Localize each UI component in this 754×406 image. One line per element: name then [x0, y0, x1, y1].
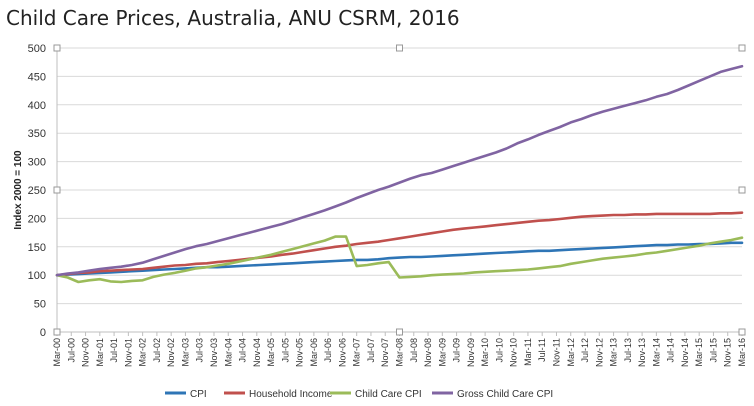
x-tick-label: Nov-05: [295, 338, 305, 367]
x-tick-label: Jul-13: [623, 338, 633, 363]
x-tick-label: Mar-09: [437, 338, 447, 367]
x-tick-label: Mar-04: [223, 338, 233, 367]
series-line-cpi: [55, 241, 744, 277]
x-tick-label: Mar-07: [352, 338, 362, 367]
x-tick-label: Jul-06: [323, 338, 333, 363]
x-tick-label: Mar-13: [609, 338, 619, 367]
x-tick-label: Mar-14: [651, 338, 661, 367]
x-tick-label: Mar-08: [395, 338, 405, 367]
y-tick-label: 50: [34, 299, 46, 311]
y-tick-label: 300: [28, 157, 46, 169]
x-tick-label: Jul-02: [152, 338, 162, 363]
y-tick-label: 350: [28, 128, 46, 140]
legend-label: Household Income: [249, 389, 333, 400]
legend-label: Child Care CPI: [355, 389, 422, 400]
tick-labels: 0 50 100 150 200 250 300 350 400 450 500 Index 2000…: [13, 43, 747, 367]
series-line-child-care-cpi: [55, 235, 744, 284]
resize-handle[interactable]: [396, 328, 403, 336]
y-axis-label: Index 2000 = 100: [13, 150, 24, 230]
x-tick-label: Mar-01: [95, 338, 105, 367]
x-tick-label: Mar-06: [309, 338, 319, 367]
x-tick-label: Nov-15: [723, 338, 733, 367]
x-tick-label: Mar-10: [480, 338, 490, 367]
y-tick-label: 400: [28, 100, 46, 112]
x-tick-label: Jul-04: [238, 338, 248, 363]
legend: CPI Household Income Child Care CPI Gross C…: [165, 389, 553, 400]
legend-item: Child Care CPI: [330, 389, 422, 400]
x-tick-label: Nov-02: [166, 338, 176, 367]
x-tick-label: Nov-13: [637, 338, 647, 367]
legend-label: Gross Child Care CPI: [457, 389, 553, 400]
x-tick-label: Nov-11: [551, 338, 561, 366]
x-tick-label: Nov-08: [423, 338, 433, 367]
y-tick-label: 250: [28, 185, 46, 197]
x-tick-label: Nov-10: [509, 338, 519, 367]
x-tick-label: Nov-06: [337, 338, 347, 367]
x-tick-label: Jul-09: [452, 338, 462, 363]
x-tick-label: Jul-15: [708, 338, 718, 363]
chart-title: Child Care Prices, Australia, ANU CSRM, …: [6, 6, 460, 30]
x-tick-label: Nov-03: [209, 338, 219, 367]
y-tick-label: 200: [28, 213, 46, 225]
x-tick-label: Jul-00: [66, 338, 76, 363]
resize-handle[interactable]: [53, 186, 61, 194]
axes: [56, 48, 743, 336]
y-tick-label: 100: [28, 270, 46, 282]
x-tick-label: Nov-09: [466, 338, 476, 367]
x-tick-label: Nov-07: [380, 338, 390, 367]
x-tick-label: Mar-12: [566, 338, 576, 367]
y-tick-label: 150: [28, 242, 46, 254]
series-lines: [55, 64, 744, 284]
gridlines: [57, 47, 742, 333]
resize-handle[interactable]: [396, 44, 403, 52]
y-tick-label: 450: [28, 71, 46, 83]
x-tick-label: Jul-05: [280, 338, 290, 363]
x-tick-label: Nov-12: [594, 338, 604, 367]
x-tick-label: Nov-01: [123, 338, 133, 367]
x-tick-label: Jul-12: [580, 338, 590, 363]
x-tick-label: Nov-04: [252, 338, 262, 367]
resize-handle[interactable]: [53, 328, 61, 336]
legend-item: CPI: [165, 389, 207, 400]
selection-handles: [53, 44, 746, 336]
x-tick-label: Jul-07: [366, 338, 376, 363]
resize-handle[interactable]: [738, 44, 746, 52]
x-tick-label: Jul-08: [409, 338, 419, 363]
x-tick-label: Mar-00: [52, 338, 62, 367]
resize-handle[interactable]: [738, 186, 746, 194]
resize-handle[interactable]: [738, 328, 746, 336]
x-tick-label: Jul-14: [666, 338, 676, 363]
legend-item: Household Income: [224, 389, 333, 400]
legend-label: CPI: [190, 389, 207, 400]
x-tick-label: Jul-10: [494, 338, 504, 363]
x-tick-label: Jul-11: [537, 338, 547, 362]
resize-handle[interactable]: [53, 44, 61, 52]
legend-item: Gross Child Care CPI: [432, 389, 553, 400]
x-tick-label: Mar-05: [266, 338, 276, 367]
x-tick-label: Mar-03: [180, 338, 190, 367]
x-tick-label: Mar-15: [694, 338, 704, 367]
x-tick-label: Nov-14: [680, 338, 690, 367]
series-line-gross-child-care-cpi: [55, 64, 744, 277]
x-tick-label: Nov-00: [81, 338, 91, 367]
x-tick-label: Mar-02: [138, 338, 148, 367]
y-tick-label: 0: [40, 327, 46, 339]
x-tick-label: Jul-01: [109, 338, 119, 363]
x-tick-label: Mar-16: [737, 338, 747, 367]
y-tick-label: 500: [28, 43, 46, 55]
series-line-household-income: [55, 211, 744, 277]
x-tick-label: Jul-03: [195, 338, 205, 363]
x-tick-label: Mar-11: [523, 338, 533, 366]
